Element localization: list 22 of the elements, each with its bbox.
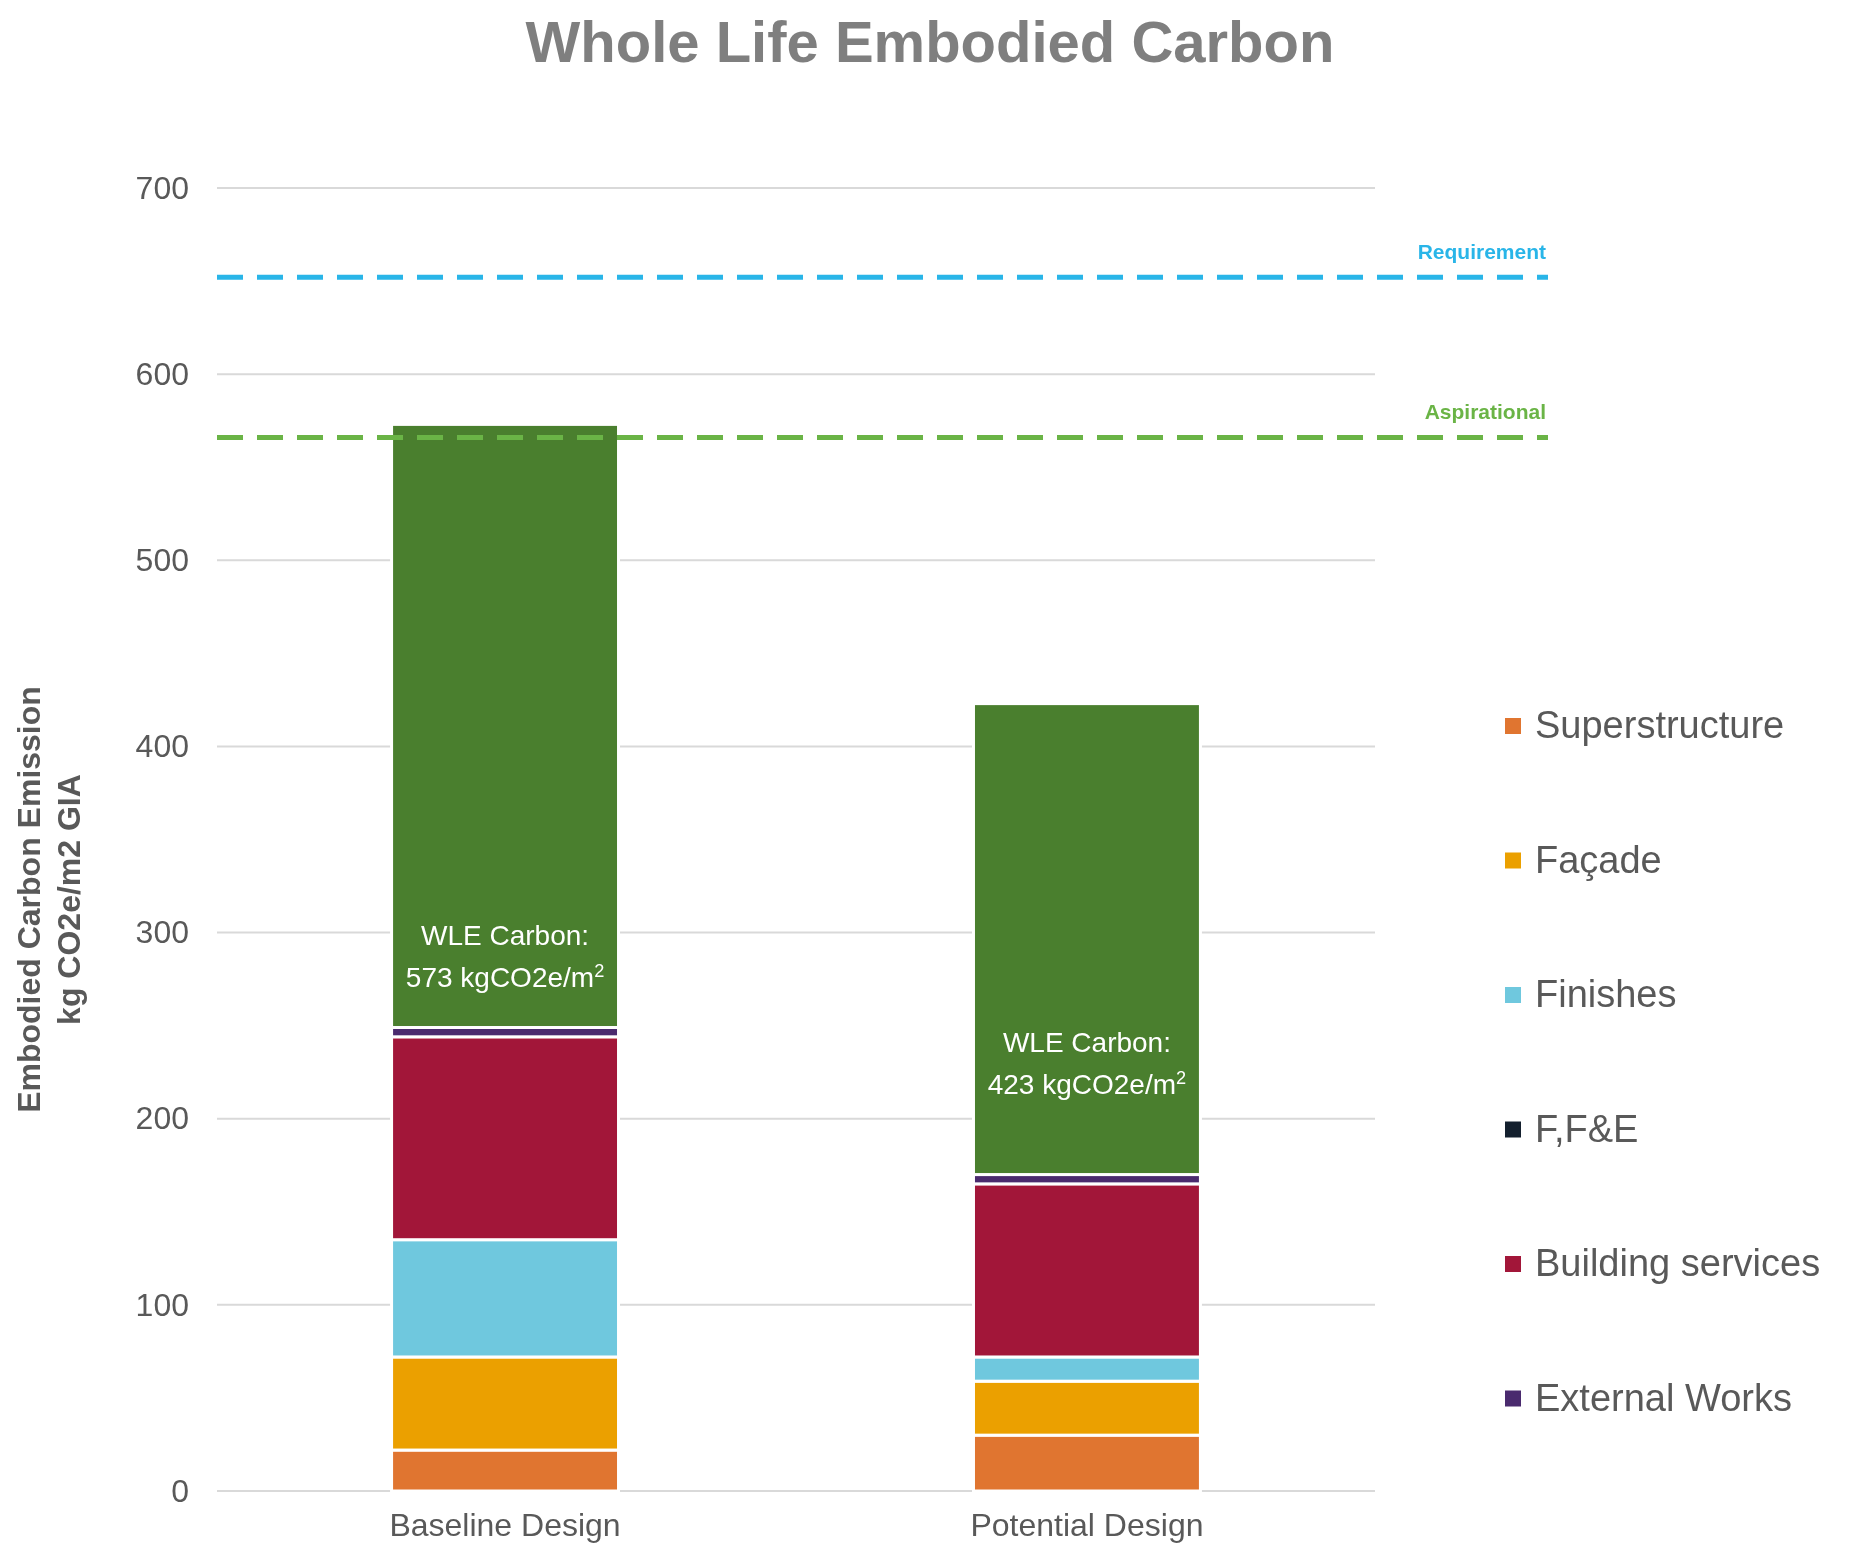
ref-line-label: Aspirational bbox=[1424, 400, 1546, 424]
x-tick-label: Baseline Design bbox=[389, 1506, 621, 1543]
annotation: WLE Carbon: 573 kgCO2e/m$^{2}$ bbox=[405, 919, 605, 993]
legend-label: Building services bbox=[1535, 1242, 1821, 1284]
legend-label: Finishes bbox=[1535, 973, 1677, 1015]
y-tick-label: 500 bbox=[135, 542, 189, 579]
y-tick-label: 100 bbox=[135, 1286, 189, 1323]
x-tick-label: Potential Design bbox=[970, 1506, 1204, 1543]
y-tick-label: 300 bbox=[135, 914, 189, 951]
legend-label: F,F&E bbox=[1535, 1107, 1639, 1150]
legend-label: Superstructure bbox=[1535, 704, 1785, 746]
legend-label: External Works bbox=[1535, 1376, 1792, 1419]
y-tick-label: 600 bbox=[135, 355, 189, 392]
y-tick-label: 0 bbox=[171, 1472, 189, 1509]
annotation: WLE Carbon: 423 kgCO2e/m$^{2}$ bbox=[987, 1026, 1187, 1100]
y-tick-label: 400 bbox=[135, 728, 189, 765]
legend-label: Façade bbox=[1535, 838, 1662, 881]
chart-title: Whole Life Embodied Carbon bbox=[525, 9, 1335, 74]
y-axis-title: Embodied Carbon Emission kg CO2e/m2 GIA bbox=[11, 686, 87, 1113]
y-tick-label: 200 bbox=[135, 1100, 189, 1137]
y-tick-label: 700 bbox=[135, 169, 189, 206]
ref-line-label: Requirement bbox=[1417, 240, 1547, 264]
